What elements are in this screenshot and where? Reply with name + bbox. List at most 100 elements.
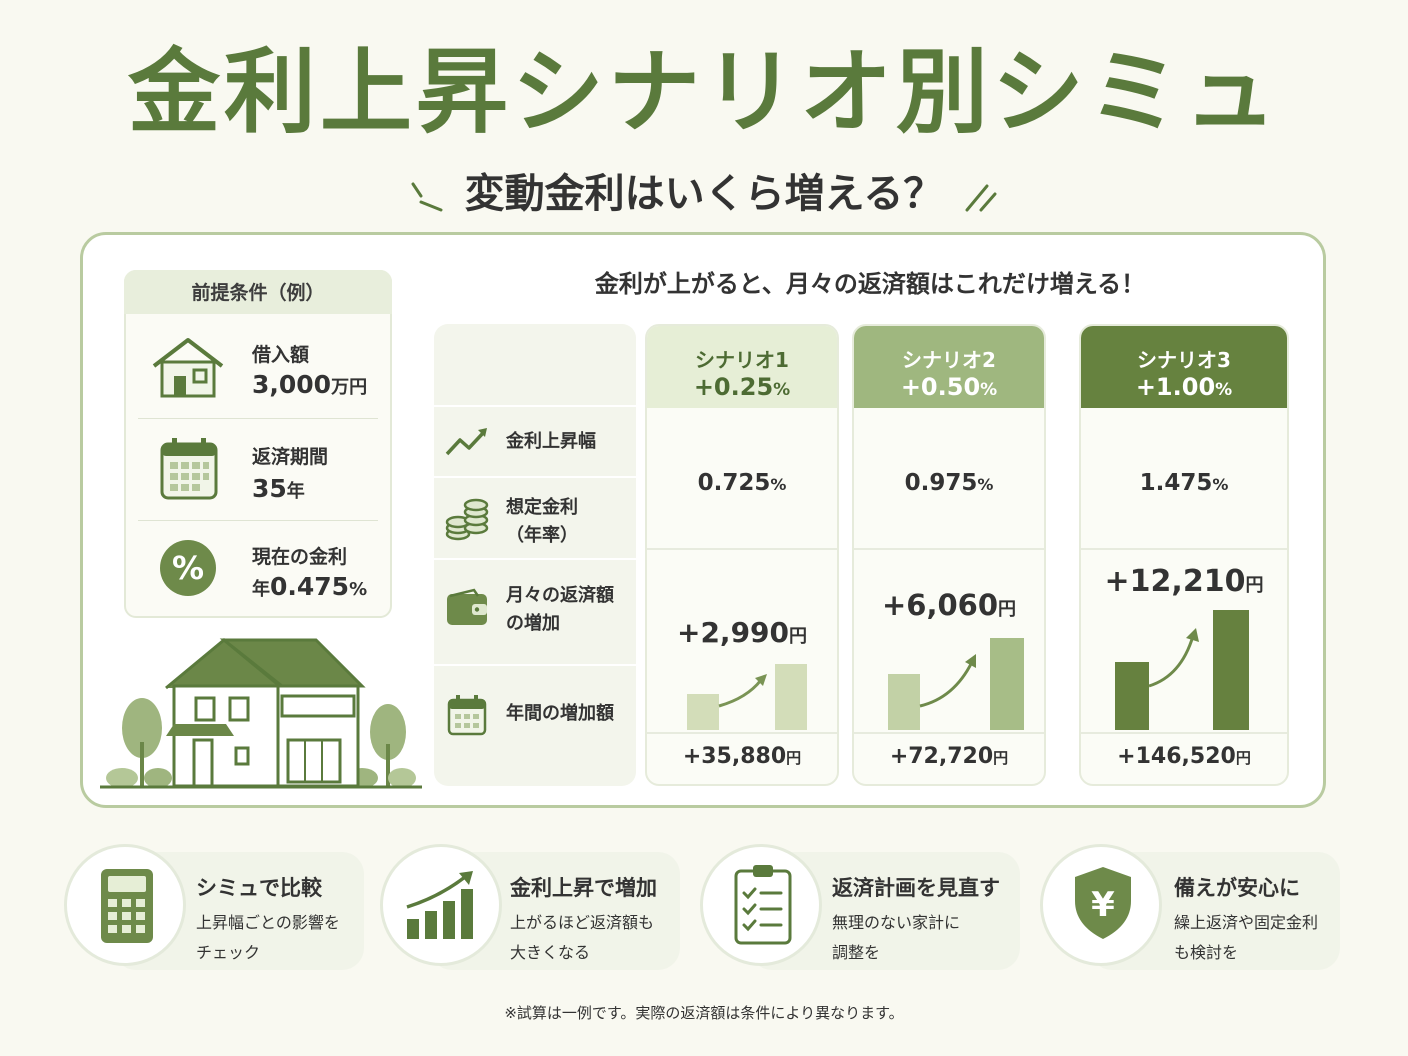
condition-value: 3,000万円 [252, 370, 367, 399]
scenario-annual: +146,520円 [1081, 744, 1287, 769]
divider [1081, 732, 1287, 734]
calendar-icon [160, 438, 218, 500]
subtitle-text: 変動金利はいくら増える？ [464, 171, 944, 217]
divider [647, 548, 837, 550]
tip-card-prepare: ¥ 備えが安心に 繰上返済や固定金利 も検討を [1040, 844, 1340, 970]
tip-icon-circle [64, 844, 186, 966]
scenario-annual: +72,720円 [854, 744, 1044, 769]
house-icon [152, 338, 224, 398]
annual-value: +35,880 [682, 744, 787, 769]
condition-repayment-period: 返済期間 35年 [138, 420, 378, 522]
checklist-icon [734, 865, 792, 945]
arrow-icon [919, 661, 974, 708]
tip-line: も検討を [1174, 943, 1239, 962]
row-label-assumed-rate: 想定金利 （年率） [506, 494, 578, 550]
row-label-monthly: 月々の返済額 の増加 [506, 582, 614, 638]
condition-label: 返済期間 [252, 446, 329, 468]
current-rate-value: 0.475 [270, 572, 350, 601]
bar-chart-icon [406, 871, 473, 939]
divider [138, 418, 378, 419]
row-label-line: 想定金利 [506, 497, 578, 518]
svg-text:%: % [172, 549, 204, 587]
tip-title: 備えが安心に [1174, 876, 1300, 900]
increase-value: +0.25 [693, 373, 774, 401]
scenario-increase: +0.25% [647, 373, 837, 401]
rate-unit: % [770, 475, 787, 494]
footnote: ※試算は一例です。実際の返済額は条件により異なります。 [504, 1004, 904, 1022]
divider [434, 476, 636, 478]
divider [647, 732, 837, 734]
wallet-icon [447, 588, 487, 625]
tip-card-increase: 金利上昇で増加 上がるほど返済額も 大きくなる [380, 844, 680, 970]
annual-unit: 円 [786, 749, 802, 767]
scenario-column-3: シナリオ3 +1.00% 1.475% +12,210円 +146,520円 [1079, 324, 1289, 786]
tip-card-review: 返済計画を見直す 無理のない家計に 調整を [700, 844, 1020, 970]
divider [434, 664, 636, 666]
page-subtitle: 変動金利はいくら増える？ [0, 168, 1408, 220]
bar-before [1115, 662, 1149, 730]
scenario-mini-chart [888, 638, 1024, 730]
scenario-name: シナリオ1 [695, 348, 789, 372]
row-label-line: の増加 [506, 613, 560, 634]
increase-value: +1.00 [1135, 373, 1216, 401]
scenario-monthly: +6,060円 [854, 588, 1044, 622]
condition-current-rate: % 現在の金利 年0.475% [138, 522, 378, 624]
calendar-icon [447, 695, 487, 736]
tip-text: 繰上返済や固定金利 も検討を [1174, 908, 1318, 968]
monthly-unit: 円 [998, 599, 1017, 620]
scenario-rate: 0.975% [854, 470, 1044, 496]
divider [1081, 548, 1287, 550]
period-unit: 年 [286, 481, 305, 502]
condition-label: 借入額 [252, 344, 310, 366]
rate-unit: % [349, 579, 368, 600]
row-label-line: （年率） [506, 525, 578, 546]
monthly-unit: 円 [1245, 575, 1264, 596]
divider [434, 405, 636, 407]
scenario-monthly: +12,210円 [1081, 564, 1287, 599]
tip-line: 上がるほど返済額も [510, 913, 655, 932]
condition-label: 現在の金利 [252, 546, 348, 568]
annual-value: +72,720 [889, 744, 994, 769]
tip-text: 上昇幅ごとの影響を チェック [196, 908, 340, 968]
calculator-icon [101, 869, 153, 943]
annual-value: +146,520 [1117, 744, 1236, 769]
accent-lines-left-icon [411, 182, 443, 212]
bar-after [990, 638, 1024, 730]
tip-card-compare: シミュで比較 上昇幅ごとの影響を チェック [64, 844, 364, 970]
scenario-increase: +1.00% [1081, 373, 1287, 401]
rate-value: 0.975 [904, 470, 978, 496]
scenario-monthly: +2,990円 [647, 616, 837, 649]
scenario-annual: +35,880円 [647, 744, 837, 769]
row-label-line: 月々の返済額 [506, 585, 614, 606]
monthly-unit: 円 [789, 626, 808, 647]
monthly-value: +12,210 [1104, 564, 1246, 599]
increase-value: +0.50 [900, 373, 981, 401]
page-title: 金利上昇シナリオ別シミュ [127, 39, 1280, 146]
bar-after [775, 664, 807, 730]
scenario-mini-chart [1115, 610, 1249, 730]
divider [854, 548, 1044, 550]
coins-icon [445, 498, 489, 541]
comparison-heading: 金利が上がると、月々の返済額はこれだけ増える！ [594, 270, 1146, 298]
bar-after [1213, 610, 1249, 730]
divider [434, 558, 636, 560]
tip-title: 金利上昇で増加 [510, 876, 657, 900]
scenario-increase: +0.50% [854, 373, 1044, 401]
monthly-value: +6,060 [881, 588, 999, 622]
conditions-header: 前提条件（例） [124, 270, 392, 314]
loan-amount-value: 3,000 [252, 370, 332, 399]
increase-unit: % [1215, 380, 1233, 400]
rate-value: 1.475 [1139, 470, 1213, 496]
svg-text:¥: ¥ [1091, 885, 1115, 925]
increase-unit: % [980, 380, 998, 400]
house-illustration [100, 638, 422, 789]
scenario-column-2: シナリオ2 +0.50% 0.975% +6,060円 +72,720円 [852, 324, 1046, 786]
accent-lines-right-icon [965, 184, 997, 212]
tip-line: 上昇幅ごとの影響を [196, 913, 340, 932]
yen-shield-icon: ¥ [1075, 867, 1131, 939]
rate-unit: % [1212, 475, 1229, 494]
scenario-header: シナリオ3 +1.00% [1081, 326, 1287, 408]
row-label-increase: 金利上昇幅 [506, 431, 596, 452]
arrow-icon [1148, 635, 1195, 688]
trend-up-icon [445, 428, 487, 456]
